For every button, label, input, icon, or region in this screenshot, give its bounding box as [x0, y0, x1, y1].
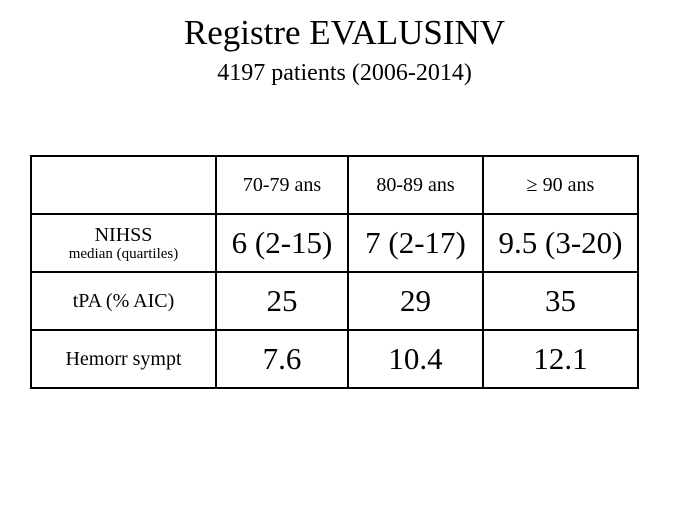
cell: 25	[215, 271, 349, 331]
cell: 35	[482, 271, 639, 331]
row-label: tPA (% AIC)	[30, 271, 217, 331]
cell: 12.1	[482, 329, 639, 389]
row-label: NIHSS	[94, 224, 153, 246]
cell: 6 (2-15)	[215, 213, 349, 273]
cell: 10.4	[347, 329, 484, 389]
cell: 7 (2-17)	[347, 213, 484, 273]
table-row: NIHSS median (quartiles) 6 (2-15) 7 (2-1…	[30, 213, 639, 273]
row-label-cell: NIHSS median (quartiles)	[30, 213, 217, 273]
corner-cell	[30, 155, 217, 215]
cell: 7.6	[215, 329, 349, 389]
header-row: 70-79 ans 80-89 ans ≥ 90 ans	[30, 155, 639, 215]
subtitle: 4197 patients (2006-2014)	[217, 60, 472, 86]
row-label: Hemorr sympt	[30, 329, 217, 389]
row-sublabel: median (quartiles)	[68, 246, 179, 262]
cell: 29	[347, 271, 484, 331]
table-row: tPA (% AIC) 25 29 35	[30, 271, 639, 331]
data-table: 70-79 ans 80-89 ans ≥ 90 ans NIHSS media…	[30, 155, 639, 389]
cell: 9.5 (3-20)	[482, 213, 639, 273]
column-header: ≥ 90 ans	[482, 155, 639, 215]
title: Registre EVALUSINV	[183, 13, 506, 52]
column-header: 70-79 ans	[215, 155, 349, 215]
table-row: Hemorr sympt 7.6 10.4 12.1	[30, 329, 639, 389]
column-header: 80-89 ans	[347, 155, 484, 215]
